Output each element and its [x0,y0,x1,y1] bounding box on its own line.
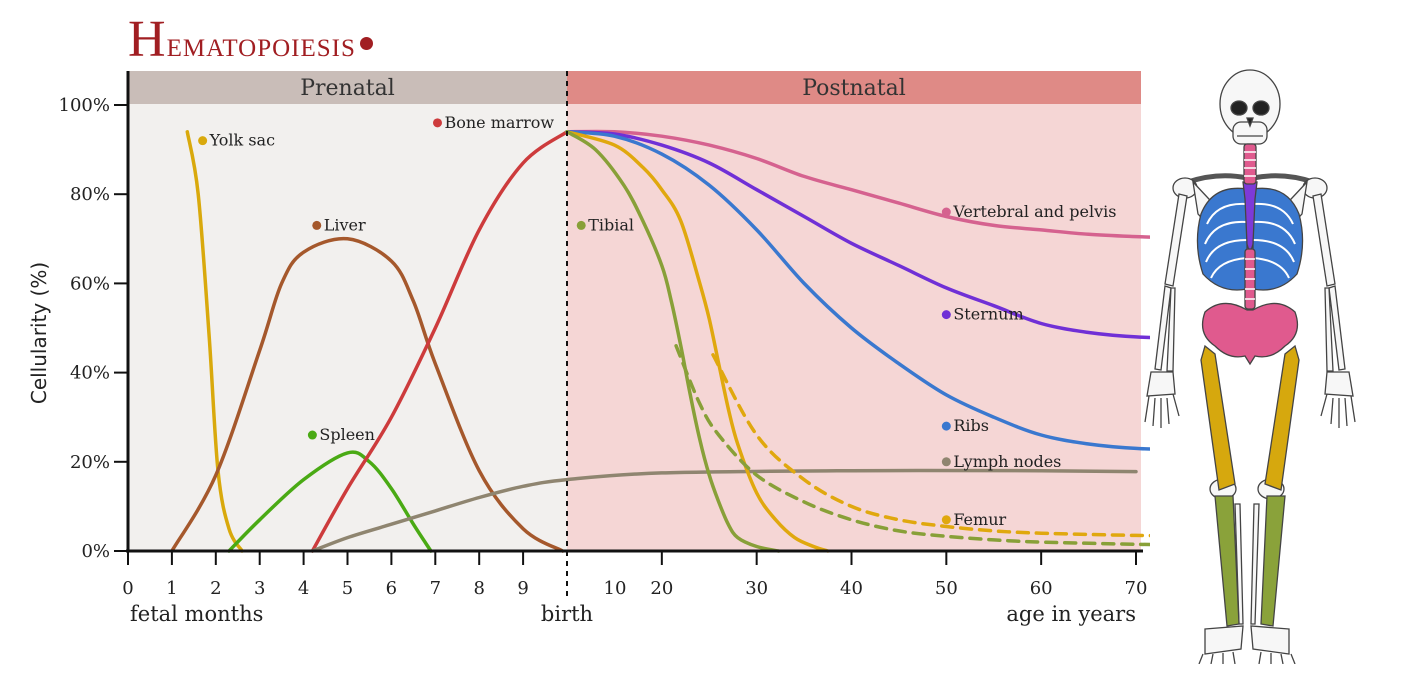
label-vertebral-and-pelvis: Vertebral and pelvis [952,202,1116,221]
curve-sternum [565,130,1150,340]
curve-lymph-nodes [310,468,1138,553]
curve-ribs [565,130,1150,451]
axes-group: 0 1 2 3 4 5 6 7 8 9 10 20 30 40 50 60 70 [122,71,1147,599]
label-sternum: Sternum [953,305,1023,324]
y-tick-label: 40% [70,363,110,384]
page-title: Hematopoiesis [128,10,373,69]
prenatal-band [128,71,567,104]
skeleton-illustration [1144,69,1356,664]
arms-icon [1144,193,1356,428]
label-yolk-sac: Yolk sac [209,131,275,150]
prenatal-band-label: Prenatal [300,76,395,101]
label-dot-femur [941,515,951,525]
hematopoiesis-chart: Prenatal Postnatal 0% 20% 40% 60% 80% 100% 0 1 2… [27,71,1150,626]
x-caption-birth: birth [541,602,593,626]
x-tick-label: 7 [430,578,441,599]
postnatal-band-label: Postnatal [802,76,906,101]
curves-group [170,129,1150,553]
title-first-letter: H [128,11,167,68]
curve-projection-dashed [674,344,1150,547]
y-axis-title: Cellularity (%) [27,262,51,404]
label-dot-ribs [941,421,951,431]
label-dot-bone-marrow [432,118,442,128]
x-tick-label: 60 [1030,578,1053,599]
series-labels-group: Yolk sac Liver Spleen Bone marrow Vertebral … [198,113,1116,529]
spine-icon [1243,143,1257,310]
label-lymph-nodes: Lymph nodes [953,452,1061,471]
y-ticks-group: 0% 20% 40% 60% 80% 100% [59,95,128,562]
x-tick-label: 5 [342,578,353,599]
y-tick-label: 0% [81,541,110,562]
label-dot-tibial [576,220,586,230]
skull-icon [1219,69,1281,145]
x-tick-label: 2 [210,578,221,599]
y-tick-label: 80% [70,184,110,205]
pelvis-icon [1201,302,1299,366]
curve-projection-dashed [711,353,1150,538]
label-ribs: Ribs [953,416,989,435]
x-caption-years: age in years [1006,602,1136,626]
label-bone-marrow: Bone marrow [444,113,554,132]
x-tick-label: 50 [935,578,958,599]
femur-icon [1200,344,1300,491]
y-tick-label: 100% [59,95,110,116]
curve-vertebral-and-pelvis [565,129,1150,239]
x-tick-label: 3 [254,578,265,599]
ribs-icon [1196,187,1304,291]
label-dot-spleen [307,430,317,440]
curve-liver [170,236,565,553]
x-tick-label: 70 [1125,578,1148,599]
curve-spleen [227,450,433,553]
label-spleen: Spleen [319,425,375,444]
label-liver: Liver [324,215,366,234]
curve-bone-marrow [310,130,569,553]
x-caption-fetal: fetal months [130,602,263,626]
curve-tibial [565,130,781,553]
x-tick-label: 30 [745,578,768,599]
x-tick-label: 1 [166,578,177,599]
x-tick-label: 8 [473,578,484,599]
title-rest: ematopoiesis [166,24,356,64]
y-tick-label: 20% [70,452,110,473]
curve-yolk-sac [185,130,244,553]
x-tick-label: 0 [122,578,133,599]
label-dot-yolk-sac [198,136,208,146]
label-tibial: Tibial [588,215,634,234]
label-dot-sternum [941,310,951,320]
x-tick-label: 4 [298,578,309,599]
postnatal-band [567,71,1141,104]
x-tick-label: 40 [840,578,863,599]
y-tick-label: 60% [70,273,110,294]
x-tick-label: 6 [386,578,397,599]
label-dot-vertebral-and-pelvis [941,207,951,217]
label-dot-lymph-nodes [941,457,951,467]
prenatal-region [128,71,567,551]
x-tick-label: 20 [650,578,673,599]
tibia-icon [1214,495,1286,627]
label-dot-liver [312,220,322,230]
x-tick-label: 9 [517,578,528,599]
title-dot-icon [359,37,373,50]
label-femur: Femur [953,510,1006,529]
x-tick-label: 10 [604,578,627,599]
